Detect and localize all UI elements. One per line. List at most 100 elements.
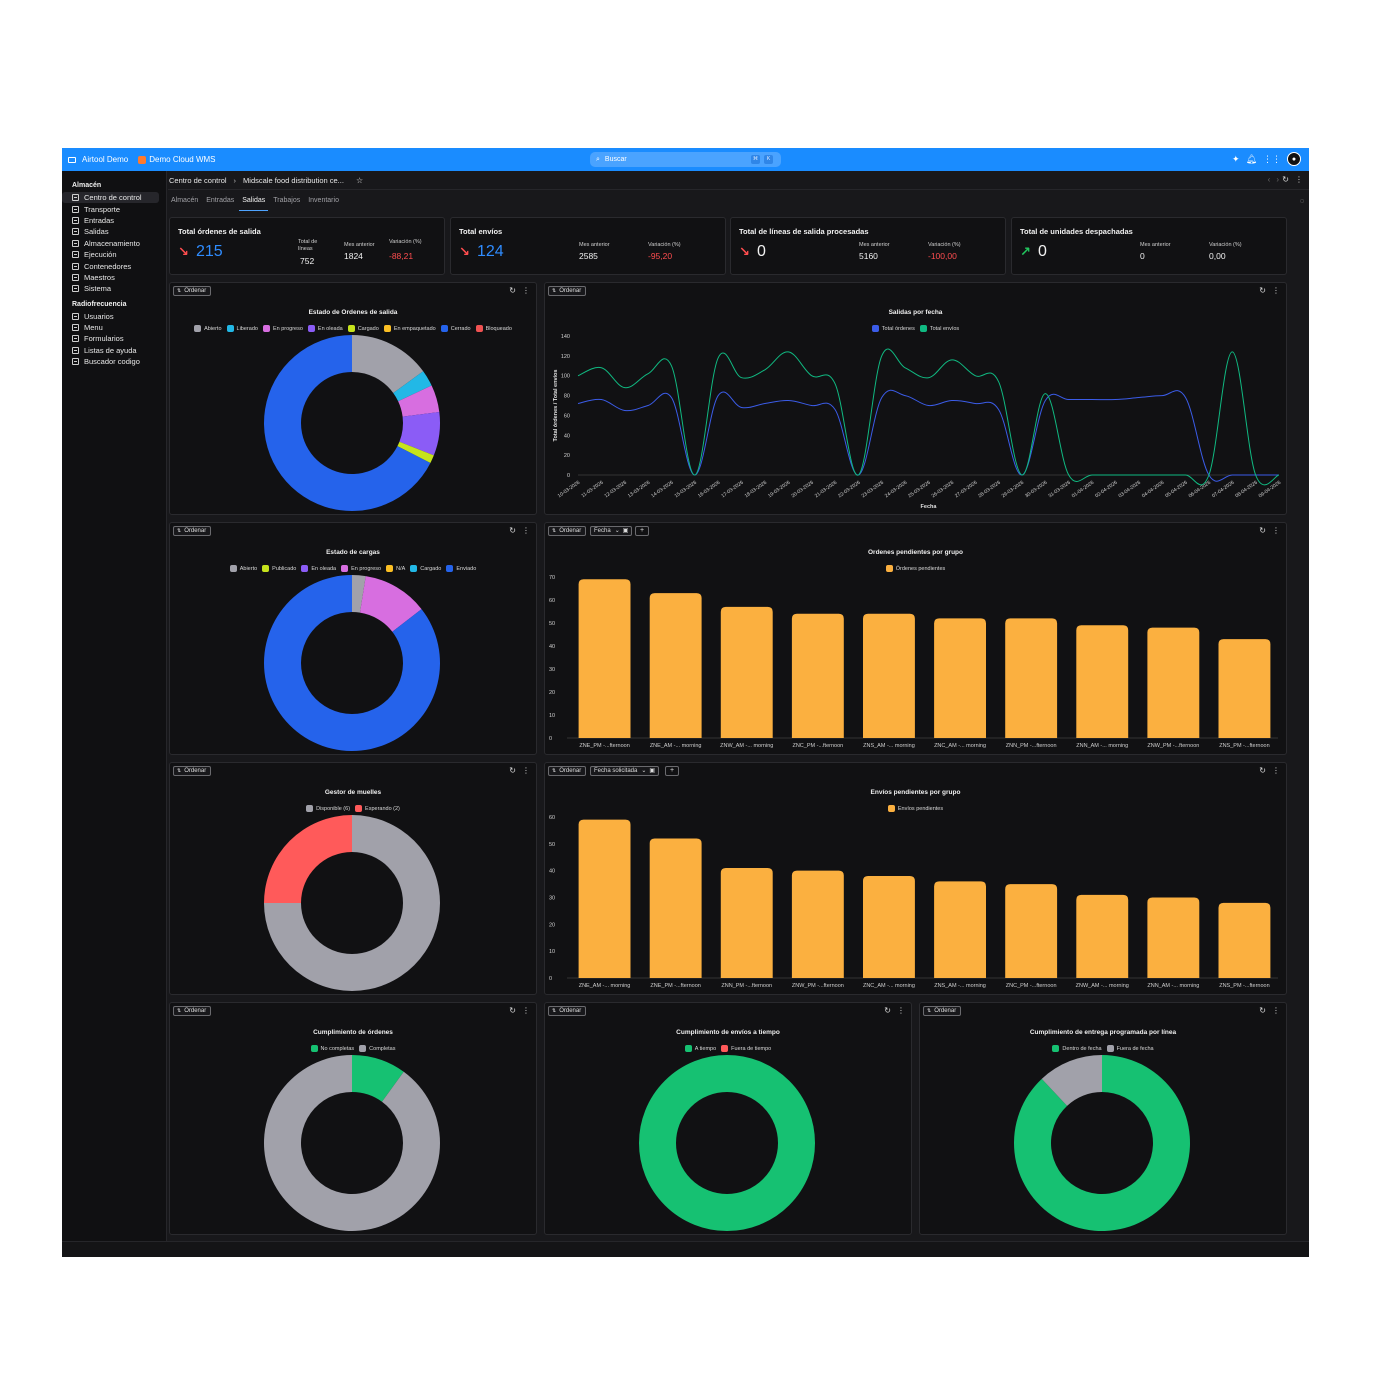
legend-item[interactable]: Total órdenes <box>871 325 915 332</box>
legend-item[interactable]: En oleada <box>307 325 343 332</box>
sort-button[interactable]: ⇅ Ordenar <box>173 766 212 776</box>
pie-slice-en-progreso[interactable] <box>359 576 422 632</box>
sidebar-item-menu[interactable]: Menu <box>62 322 159 333</box>
more-options-icon[interactable]: ⋮ <box>1272 526 1280 535</box>
refresh-icon[interactable]: ↻ <box>509 766 516 775</box>
tab-trabajos[interactable]: Trabajos <box>273 197 301 204</box>
search-input[interactable]: ⌕ Buscar ⌘ K <box>590 152 781 167</box>
prev-arrow-icon[interactable]: ‹ <box>1267 175 1271 184</box>
sidebar-item-sistema[interactable]: Sistema <box>62 283 159 294</box>
refresh-icon[interactable]: ↻ <box>509 1006 516 1015</box>
sort-button[interactable]: ⇅ Ordenar <box>548 1006 587 1016</box>
pie-slice-cargado[interactable] <box>397 441 434 463</box>
more-options-icon[interactable]: ⋮ <box>522 286 530 295</box>
sort-button[interactable]: ⇅ Ordenar <box>173 286 212 296</box>
series-line-total-ordenes[interactable] <box>577 389 1279 482</box>
legend-item[interactable]: Total envíos <box>919 325 959 332</box>
notification-bell-icon[interactable]: 🔔︎ <box>1245 153 1257 164</box>
bar[interactable] <box>1147 627 1200 738</box>
apps-grid-icon[interactable]: ⋮⋮ <box>1263 153 1281 164</box>
sidebar-item-contenedores[interactable]: Contenedores <box>62 260 159 271</box>
bar[interactable] <box>1076 625 1129 738</box>
pie-slice-fuera-de-fecha[interactable] <box>1041 1055 1102 1106</box>
sort-button[interactable]: ⇅ Ordenar <box>548 526 587 536</box>
bar[interactable] <box>862 613 915 738</box>
refresh-icon[interactable]: ↻ <box>509 526 516 535</box>
refresh-icon[interactable]: ↻ <box>1259 766 1266 775</box>
sidebar-item-ejecucion[interactable]: Ejecución <box>62 249 159 260</box>
sidebar-item-centro-de-control[interactable]: Centro de control <box>62 192 159 204</box>
legend-item[interactable]: Órdenes pendientes <box>885 565 945 572</box>
legend-item[interactable]: Dentro de fecha <box>1052 1045 1102 1052</box>
pie-slice-dentro-de-fecha[interactable] <box>1014 1055 1190 1231</box>
bar[interactable] <box>1076 894 1129 978</box>
legend-item[interactable]: Cargado <box>347 325 379 332</box>
legend-item[interactable]: En oleada <box>301 565 336 572</box>
more-options-icon[interactable]: ⋮ <box>1272 1006 1280 1015</box>
date-filter-chip[interactable]: Fecha ⌄ ▣ <box>590 526 633 536</box>
bar[interactable] <box>862 876 915 978</box>
bar[interactable] <box>578 819 631 978</box>
refresh-icon[interactable]: ↻ <box>1259 526 1266 535</box>
sort-button[interactable]: ⇅ Ordenar <box>548 766 587 776</box>
pie-slice-en-oleada[interactable] <box>399 411 440 456</box>
sidebar-item-almacenamiento[interactable]: Almacenamiento <box>62 238 159 249</box>
ai-sparkle-icon[interactable]: ✦ <box>1232 153 1240 164</box>
bar[interactable] <box>649 593 702 738</box>
bar[interactable] <box>1218 639 1271 738</box>
chat-icon[interactable]: ◌ <box>1299 198 1304 205</box>
sidebar-item-transporte[interactable]: Transporte <box>62 203 159 214</box>
add-filter-button[interactable]: + <box>635 526 649 536</box>
legend-item[interactable]: En progreso <box>341 565 381 572</box>
tab-inventario[interactable]: Inventario <box>308 197 339 204</box>
sort-button[interactable]: ⇅ Ordenar <box>173 526 212 536</box>
legend-item[interactable]: Cargado <box>410 565 441 572</box>
pie-slice-abierto[interactable] <box>352 575 366 613</box>
more-options-icon[interactable]: ⋮ <box>1272 286 1280 295</box>
bar[interactable] <box>934 881 987 978</box>
legend-item[interactable]: Publicado <box>262 565 296 572</box>
favorite-star-icon[interactable]: ☆ <box>355 175 364 185</box>
bar[interactable] <box>649 838 702 978</box>
next-arrow-icon[interactable]: › <box>1276 175 1279 184</box>
sidebar-item-usuarios[interactable]: Usuarios <box>62 311 159 322</box>
sort-button[interactable]: ⇅ Ordenar <box>923 1006 962 1016</box>
refresh-icon[interactable]: ↻ <box>1282 175 1289 184</box>
more-options-icon[interactable]: ⋮ <box>522 526 530 535</box>
legend-item[interactable]: Cerrado <box>440 325 471 332</box>
tab-almacen[interactable]: Almacén <box>171 197 199 204</box>
legend-item[interactable]: Disponible (6) <box>306 805 350 812</box>
pie-slice-abierto[interactable] <box>352 335 424 394</box>
sidebar-item-formularios[interactable]: Formularios <box>62 333 159 344</box>
pie-slice-en-progreso[interactable] <box>398 385 440 417</box>
sidebar-item-maestros[interactable]: Maestros <box>62 272 159 283</box>
sort-button[interactable]: ⇅ Ordenar <box>173 1006 212 1016</box>
bar[interactable] <box>720 606 773 738</box>
more-options-icon[interactable]: ⋮ <box>522 1006 530 1015</box>
legend-item[interactable]: Abierto <box>229 565 257 572</box>
legend-item[interactable]: No completas <box>310 1045 354 1052</box>
tenant-name[interactable]: Demo Cloud WMS <box>149 155 216 164</box>
series-line-total-envios[interactable] <box>577 348 1280 486</box>
bar[interactable] <box>791 870 844 978</box>
user-avatar[interactable]: ● <box>1287 152 1301 166</box>
sort-button[interactable]: ⇅ Ordenar <box>548 286 587 296</box>
bar[interactable] <box>1147 897 1200 979</box>
more-options-icon[interactable]: ⋮ <box>1272 766 1280 775</box>
legend-item[interactable]: Fuera de tiempo <box>721 1045 771 1052</box>
legend-item[interactable]: En progreso <box>262 325 303 332</box>
legend-item[interactable]: Enviado <box>446 565 476 572</box>
add-filter-button[interactable]: + <box>665 766 679 776</box>
breadcrumb-root[interactable]: Centro de control <box>169 175 227 185</box>
bar[interactable] <box>720 867 773 978</box>
pie-slice-liberado[interactable] <box>393 371 432 402</box>
legend-item[interactable]: Fuera de fecha <box>1106 1045 1154 1052</box>
pie-slice-no-completas[interactable] <box>352 1055 404 1102</box>
legend-item[interactable]: En empaquetado <box>383 325 436 332</box>
app-name[interactable]: Airtool Demo <box>82 155 129 164</box>
legend-item[interactable]: Bloqueado <box>475 325 512 332</box>
date-filter-chip[interactable]: Fecha solicitada ⌄ ▣ <box>590 766 660 776</box>
more-options-icon[interactable]: ⋮ <box>897 1006 905 1015</box>
legend-item[interactable]: Esperando (2) <box>355 805 400 812</box>
bar[interactable] <box>1005 618 1058 738</box>
